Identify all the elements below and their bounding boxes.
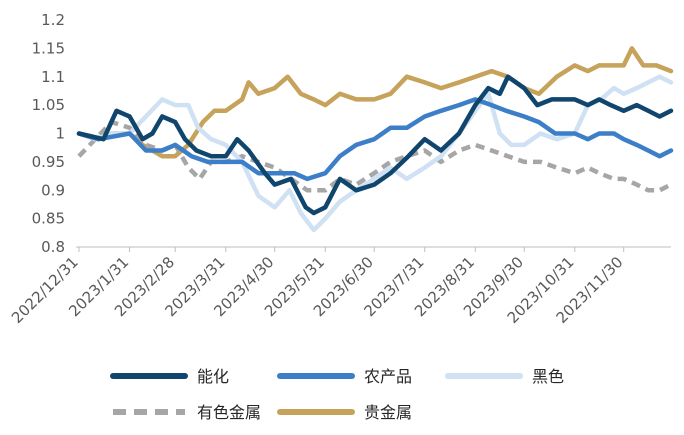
series-line-4 (76, 46, 674, 159)
series-line-0 (76, 74, 674, 216)
y-axis-tick-labels: 0.8 0.85 0.9 0.95 1 1.05 1.1 1.15 1.2 (32, 11, 65, 256)
y-tick-label: 0.9 (41, 181, 65, 199)
y-tick-label: 0.95 (32, 153, 65, 171)
series-line-3 (77, 119, 673, 193)
y-tick-label: 0.8 (41, 238, 65, 256)
y-tick-label: 1.15 (32, 39, 65, 57)
series-line-1 (76, 97, 674, 182)
legend-label-0: 能化 (197, 367, 229, 386)
y-tick-label: 0.85 (32, 210, 65, 228)
legend-label-2: 黑色 (532, 367, 564, 386)
series-lines (76, 46, 674, 233)
legend-label-3: 有色金属 (197, 403, 261, 422)
legend-label-1: 农产品 (364, 367, 412, 386)
x-tick-label: 2022/12/31 (8, 253, 82, 327)
legend-label-4: 贵金属 (364, 403, 412, 422)
y-tick-label: 1.05 (32, 96, 65, 114)
x-axis-tick-labels: 2022/12/312023/1/312023/2/282023/3/31202… (8, 253, 627, 327)
x-axis-tick-marks (78, 247, 625, 252)
y-tick-label: 1.2 (41, 11, 65, 29)
y-tick-label: 1 (55, 125, 65, 143)
y-tick-label: 1.1 (41, 68, 65, 86)
